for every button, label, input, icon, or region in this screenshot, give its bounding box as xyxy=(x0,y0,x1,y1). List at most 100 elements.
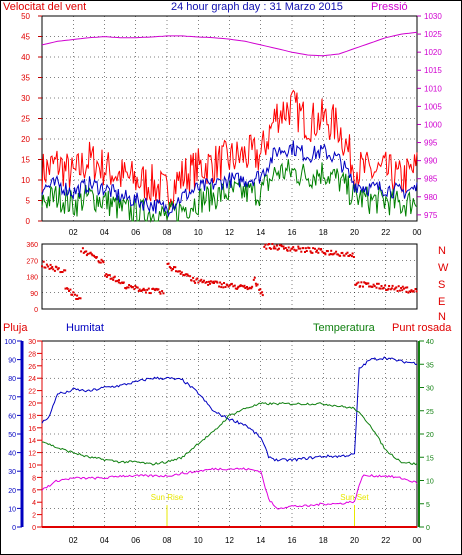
direction-point xyxy=(253,276,256,279)
direction-point xyxy=(209,280,212,283)
direction-point xyxy=(261,291,264,294)
wind-x-tick-label: 18 xyxy=(319,228,328,237)
direction-point xyxy=(152,287,155,290)
direction-point xyxy=(265,247,268,250)
pressure-tick-label: 1015 xyxy=(424,66,442,75)
direction-point xyxy=(406,286,409,289)
wind-tick-label: 20 xyxy=(21,135,30,144)
direction-point xyxy=(282,245,285,248)
compass-label-e: E xyxy=(438,296,445,308)
direction-point xyxy=(355,282,358,285)
direction-point xyxy=(264,243,267,246)
direction-point xyxy=(51,266,54,268)
direction-point xyxy=(362,285,364,288)
direction-point xyxy=(324,253,327,256)
humidity-x-tick-label: 10 xyxy=(194,536,203,545)
direction-point xyxy=(380,285,383,287)
direction-point xyxy=(59,271,62,274)
direction-point xyxy=(205,281,208,283)
direction-point xyxy=(397,285,400,288)
direction-point xyxy=(280,245,283,248)
direction-point xyxy=(76,298,79,300)
direction-point xyxy=(385,289,388,291)
wind-x-tick-label: 02 xyxy=(69,228,78,237)
direction-point xyxy=(259,288,262,291)
direction-tick-label: 360 xyxy=(26,242,38,249)
wind-x-tick-label: 22 xyxy=(381,228,390,237)
rain-tick-label: 28 xyxy=(28,351,36,358)
wind-x-tick-label: 08 xyxy=(163,228,172,237)
direction-point xyxy=(116,279,119,282)
direction-point xyxy=(207,283,210,286)
humidity-x-tick-label: 20 xyxy=(350,536,359,545)
pressure-tick-label: 980 xyxy=(424,193,438,202)
direction-point xyxy=(300,250,303,253)
direction-point xyxy=(66,287,69,290)
direction-point xyxy=(274,247,277,250)
wind-x-tick-label: 14 xyxy=(256,228,265,237)
direction-point xyxy=(402,287,405,290)
direction-point xyxy=(72,291,75,294)
direction-point xyxy=(409,290,412,293)
rain-tick-label: 20 xyxy=(28,401,36,408)
direction-point xyxy=(289,249,292,252)
rain-tick-label: 8 xyxy=(32,475,36,482)
humidity-tick-label: 60 xyxy=(8,413,16,420)
direction-point xyxy=(351,252,354,255)
direction-point xyxy=(401,289,404,292)
direction-point xyxy=(378,287,381,290)
direction-point xyxy=(398,289,401,292)
chart-date-title: 24 hour graph day : 31 Marzo 2015 xyxy=(171,1,343,13)
direction-point xyxy=(243,284,246,287)
direction-point xyxy=(93,255,96,258)
direction-point xyxy=(45,263,48,266)
direction-point xyxy=(86,252,89,255)
direction-point xyxy=(400,287,403,289)
direction-point xyxy=(113,275,116,278)
direction-point xyxy=(369,285,372,288)
direction-point xyxy=(83,250,86,253)
direction-point xyxy=(321,250,324,253)
direction-point xyxy=(118,279,120,282)
direction-point xyxy=(227,285,230,288)
direction-point xyxy=(345,252,348,255)
direction-point xyxy=(379,287,382,290)
direction-point xyxy=(287,246,290,249)
direction-point xyxy=(100,258,103,261)
direction-point xyxy=(224,286,227,288)
pressure-line xyxy=(41,31,418,57)
direction-point xyxy=(308,247,311,250)
direction-point xyxy=(182,274,185,276)
direction-point xyxy=(173,266,175,269)
direction-point xyxy=(64,287,67,290)
direction-point xyxy=(99,261,102,264)
direction-point xyxy=(248,286,251,289)
direction-point xyxy=(252,278,255,281)
direction-point xyxy=(373,285,376,288)
wind-x-tick-label: 00 xyxy=(413,228,422,237)
wind-mean-line xyxy=(41,140,418,218)
direction-point xyxy=(166,263,169,265)
compass-label-s: S xyxy=(438,279,445,291)
direction-point xyxy=(114,280,117,283)
direction-point xyxy=(89,251,92,254)
direction-point xyxy=(68,290,70,292)
direction-point xyxy=(316,249,318,252)
direction-point xyxy=(75,298,78,300)
direction-point xyxy=(236,287,239,290)
direction-point xyxy=(220,283,223,286)
wind-x-tick-label: 10 xyxy=(194,228,203,237)
wind-x-tick-label: 16 xyxy=(288,228,297,237)
direction-point xyxy=(133,288,136,291)
humidity-tick-label: 90 xyxy=(8,358,16,365)
wind-tick-label: 5 xyxy=(26,197,31,206)
direction-point xyxy=(268,247,271,249)
pressure-title: Pressió xyxy=(371,1,408,13)
direction-point xyxy=(50,267,53,270)
direction-point xyxy=(64,269,67,272)
direction-point xyxy=(105,275,108,278)
direction-point xyxy=(220,286,223,289)
direction-point xyxy=(112,276,115,279)
direction-point xyxy=(177,270,180,273)
